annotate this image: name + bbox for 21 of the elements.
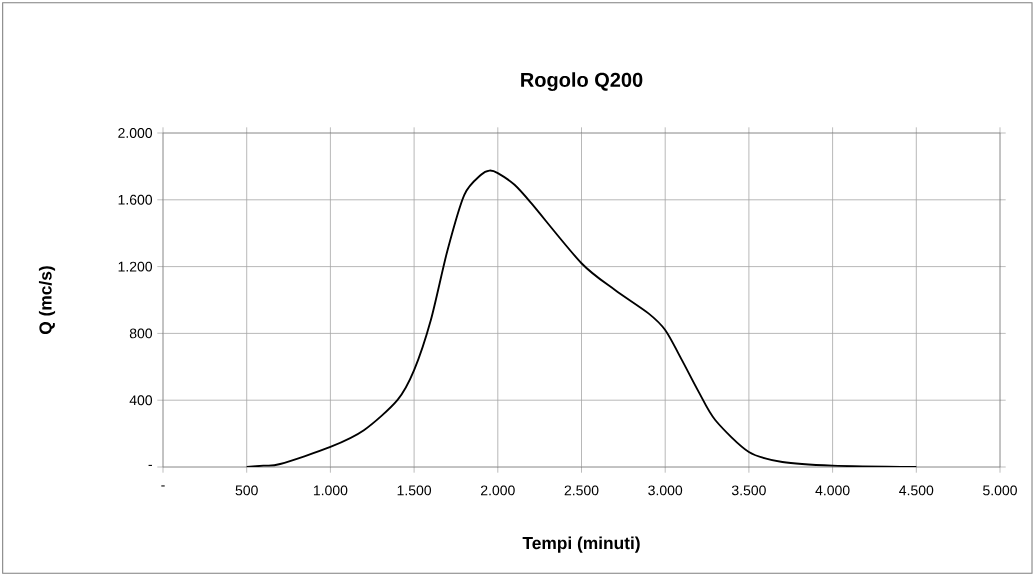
x-tick-label: 3.000 [648,485,683,496]
x-tick-label: 5.000 [983,485,1017,496]
y-tick-label: 1.600 [118,194,153,205]
y-axis-title: Q (mc/s) [38,266,56,334]
y-tick-label: - [148,464,152,466]
chart-title: Rogolo Q200 [521,72,643,91]
line-series [245,169,918,467]
x-tick-label: 1.000 [313,485,348,496]
x-tick-label: 2.500 [564,485,599,496]
x-tick-label: 4.000 [815,485,850,496]
x-tick-label: - [161,485,165,487]
y-tick-label: 400 [129,395,153,406]
x-tick-label: 500 [235,485,258,496]
x-axis-title: Tempi (minuti) [522,536,640,553]
y-tick-label: 800 [129,328,153,339]
x-tick-label: 3.500 [731,485,766,496]
y-tick-label: 2.000 [118,128,153,138]
x-tick-label: 1.500 [397,485,432,496]
x-tick-label: 4.500 [899,485,934,496]
y-tick-label: 1.200 [118,261,153,272]
x-tick-label: 2.000 [481,485,515,496]
